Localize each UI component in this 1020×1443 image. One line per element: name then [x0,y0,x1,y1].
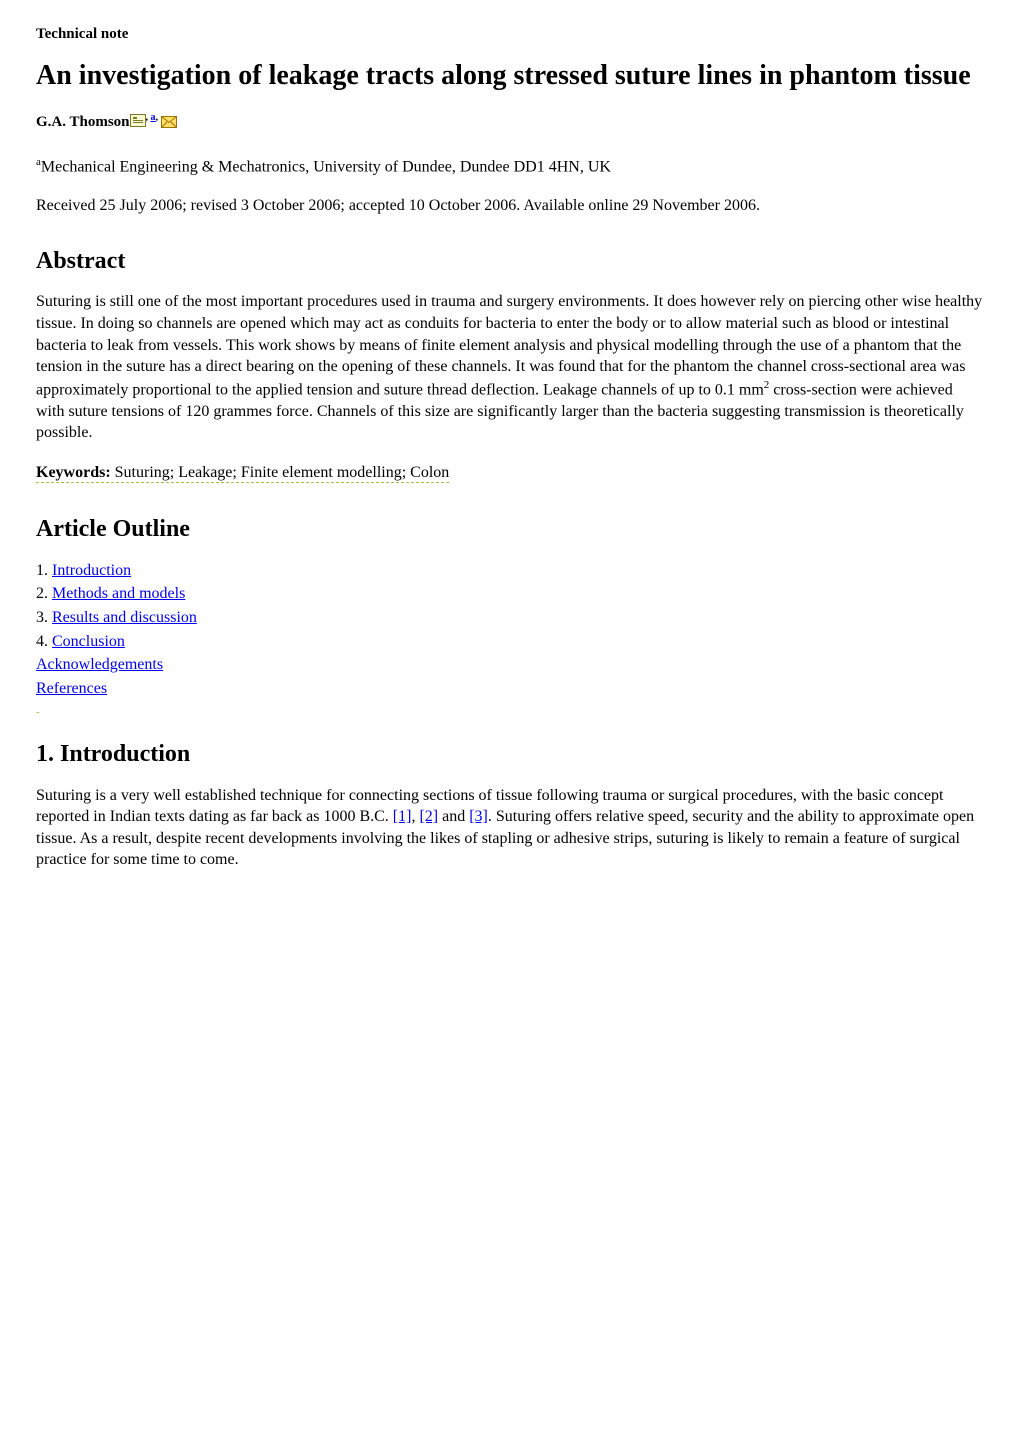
ref-link-3[interactable]: [3] [469,808,488,825]
outline-link-results[interactable]: Results and discussion [52,609,197,626]
author-line: G.A. Thomson , a, [36,111,984,134]
vitae-icon[interactable] [130,114,146,127]
keywords-text: Suturing; Leakage; Finite element modell… [111,464,450,481]
intro-bc: B.C. [359,808,388,825]
abstract-heading: Abstract [36,245,984,277]
affiliation-link[interactable]: a [151,112,156,123]
affiliation-text: Mechanical Engineering & Mechatronics, U… [41,158,611,175]
outline-item: 3. Results and discussion [36,607,984,629]
author-superscripts: , a, [146,112,161,123]
outline-item: References [36,678,984,700]
ref-join-1: and [438,808,469,825]
outline-item: Acknowledgements [36,654,984,676]
keywords-dotted: Keywords: Suturing; Leakage; Finite elem… [36,464,449,483]
outline-heading: Article Outline [36,513,984,545]
abstract-text: Suturing is still one of the most import… [36,291,984,443]
article-dates: Received 25 July 2006; revised 3 October… [36,195,984,217]
article-outline: 1. Introduction 2. Methods and models 3.… [36,560,984,700]
outline-num: 4. [36,633,52,650]
outline-link-conclusion[interactable]: Conclusion [52,633,125,650]
intro-heading: 1. Introduction [36,738,984,770]
intro-paragraph: Suturing is a very well established tech… [36,785,984,871]
mail-icon[interactable] [161,114,177,134]
outline-num: 3. [36,609,52,626]
ref-link-2[interactable]: [2] [419,808,438,825]
outline-link-methods[interactable]: Methods and models [52,585,185,602]
ref-link-1[interactable]: [1] [393,808,412,825]
outline-link-introduction[interactable]: Introduction [52,562,131,579]
section-divider-dash: - [36,705,984,720]
article-title: An investigation of leakage tracts along… [36,58,984,93]
author-name: G.A. Thomson [36,114,130,130]
keywords-label: Keywords: [36,464,111,481]
affiliation: aMechanical Engineering & Mechatronics, … [36,155,984,178]
keywords-line: Keywords: Suturing; Leakage; Finite elem… [36,462,984,484]
outline-num: 2. [36,585,52,602]
outline-link-ack[interactable]: Acknowledgements [36,656,163,673]
outline-item: 1. Introduction [36,560,984,582]
outline-item: 2. Methods and models [36,583,984,605]
outline-link-refs[interactable]: References [36,680,107,697]
technical-note-label: Technical note [36,24,984,44]
outline-num: 1. [36,562,52,579]
outline-item: 4. Conclusion [36,631,984,653]
